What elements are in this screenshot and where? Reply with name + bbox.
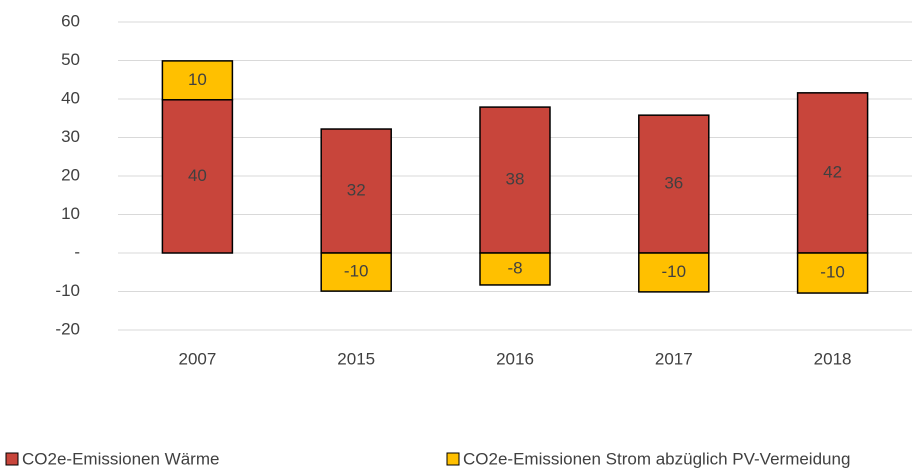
- bar-segment: [161, 99, 234, 254]
- data-label: 10: [188, 70, 207, 89]
- y-tick-label: 50: [61, 50, 80, 69]
- legend-swatch: [446, 452, 460, 466]
- bar-segment: [796, 92, 869, 254]
- y-tick-label: 40: [61, 88, 80, 107]
- legend-swatch: [5, 452, 19, 466]
- bar-segment: [320, 252, 392, 292]
- legend-label: CO2e-Emissionen Strom abzüglich PV-Verme…: [463, 449, 850, 468]
- x-tick-label: 2007: [178, 349, 216, 368]
- y-tick-label: 20: [61, 165, 80, 184]
- y-tick-label: 30: [61, 127, 80, 146]
- legend-label: CO2e-Emissionen Wärme: [22, 449, 219, 468]
- bar-segment: [638, 252, 710, 293]
- bar-segment: [479, 252, 551, 286]
- x-tick-label: 2017: [655, 349, 693, 368]
- data-label: -10: [820, 263, 845, 282]
- data-label: -8: [507, 258, 522, 277]
- data-label: 38: [506, 170, 525, 189]
- data-label: 32: [347, 180, 366, 199]
- x-tick-label: 2016: [496, 349, 534, 368]
- bar-segment: [638, 114, 710, 254]
- x-tick-label: 2018: [814, 349, 852, 368]
- data-label: 42: [823, 162, 842, 181]
- x-tick-label: 2015: [337, 349, 375, 368]
- y-tick-label: -10: [55, 281, 80, 300]
- data-label: -10: [344, 262, 369, 281]
- data-label: -10: [662, 262, 687, 281]
- y-tick-label: 10: [61, 204, 80, 223]
- bar-segment: [796, 252, 869, 294]
- y-tick-label: -: [74, 242, 80, 261]
- data-label: 40: [188, 166, 207, 185]
- y-tick-label: 60: [61, 11, 80, 30]
- y-tick-label: -20: [55, 319, 80, 338]
- data-label: 36: [664, 174, 683, 193]
- bar-segment: [161, 60, 234, 101]
